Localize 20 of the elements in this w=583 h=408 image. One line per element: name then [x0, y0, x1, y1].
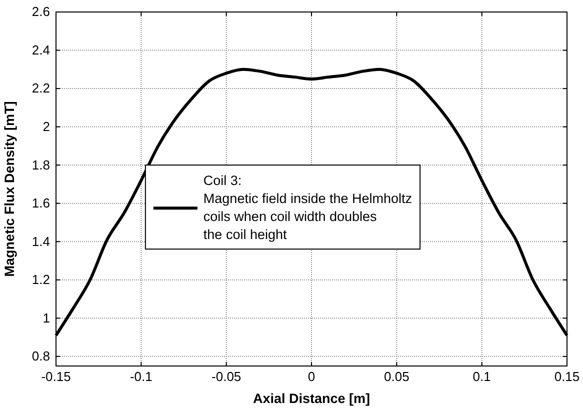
x-tick-label: 0.15 — [554, 369, 580, 384]
x-tick-label: 0 — [308, 369, 316, 384]
x-tick-label: 0.05 — [384, 369, 410, 384]
y-tick-label: 1.6 — [32, 196, 50, 211]
x-tick-label: 0.1 — [472, 369, 491, 384]
y-tick-label: 2.4 — [32, 42, 50, 58]
y-axis-title: Magnetic Flux Density [mT] — [2, 101, 17, 277]
y-tick-label: 2 — [42, 118, 50, 134]
y-tick-label: 1 — [42, 310, 50, 326]
y-tick-label: 1.4 — [32, 234, 50, 249]
x-tick-label: -0.15 — [41, 369, 71, 384]
y-tick-label: 2.6 — [32, 4, 50, 20]
x-tick-label: -0.1 — [130, 369, 152, 384]
y-tick-label: 0.8 — [32, 348, 50, 364]
x-tick-label: -0.05 — [212, 369, 242, 384]
y-tick-label: 1.2 — [32, 272, 50, 288]
y-tick-label: 1.8 — [32, 157, 50, 172]
y-tick-label: 2.2 — [32, 80, 50, 96]
x-axis-title: Axial Distance [m] — [252, 391, 370, 406]
legend-label: Coil 3: Magnetic field inside the Helmholtz coils when coil width doubles the coil height — [203, 173, 412, 242]
